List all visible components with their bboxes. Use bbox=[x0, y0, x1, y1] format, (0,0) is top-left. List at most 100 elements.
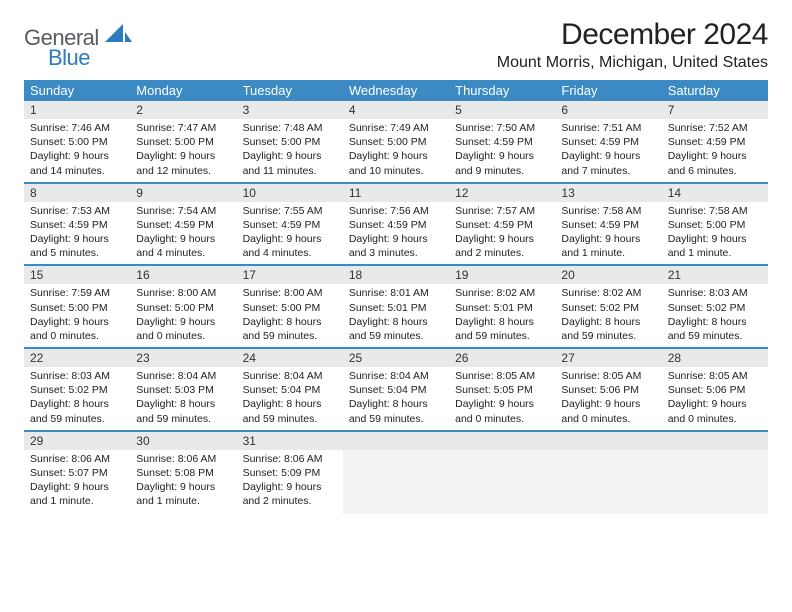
sunrise-text: Sunrise: 7:53 AM bbox=[30, 204, 124, 218]
daynum-cell: 9 bbox=[130, 183, 236, 202]
daylight-text: Daylight: 9 hours and 4 minutes. bbox=[243, 232, 337, 260]
sunset-text: Sunset: 5:00 PM bbox=[30, 301, 124, 315]
day-cell: Sunrise: 8:04 AMSunset: 5:04 PMDaylight:… bbox=[343, 367, 449, 431]
day-cell: Sunrise: 8:05 AMSunset: 5:06 PMDaylight:… bbox=[555, 367, 661, 431]
day-content: Sunrise: 8:06 AMSunset: 5:09 PMDaylight:… bbox=[237, 450, 343, 513]
sunset-text: Sunset: 5:07 PM bbox=[30, 466, 124, 480]
day-cell: Sunrise: 8:02 AMSunset: 5:01 PMDaylight:… bbox=[449, 284, 555, 348]
day-cell: Sunrise: 8:06 AMSunset: 5:09 PMDaylight:… bbox=[237, 450, 343, 514]
day-number: 15 bbox=[24, 266, 130, 284]
day-cell: Sunrise: 7:58 AMSunset: 5:00 PMDaylight:… bbox=[662, 202, 768, 266]
day-content: Sunrise: 8:04 AMSunset: 5:04 PMDaylight:… bbox=[343, 367, 449, 430]
day-number: 27 bbox=[555, 349, 661, 367]
day-number bbox=[662, 432, 768, 436]
sunset-text: Sunset: 4:59 PM bbox=[668, 135, 762, 149]
day-number: 2 bbox=[130, 101, 236, 119]
sunset-text: Sunset: 5:09 PM bbox=[243, 466, 337, 480]
sunset-text: Sunset: 5:00 PM bbox=[136, 301, 230, 315]
sunrise-text: Sunrise: 8:06 AM bbox=[30, 452, 124, 466]
logo: General Blue bbox=[24, 24, 133, 51]
day-number bbox=[343, 432, 449, 436]
day-content: Sunrise: 7:49 AMSunset: 5:00 PMDaylight:… bbox=[343, 119, 449, 182]
daynum-cell: 29 bbox=[24, 431, 130, 450]
day-number: 14 bbox=[662, 184, 768, 202]
content-row: Sunrise: 8:06 AMSunset: 5:07 PMDaylight:… bbox=[24, 450, 768, 514]
day-number: 28 bbox=[662, 349, 768, 367]
daynum-cell: 24 bbox=[237, 348, 343, 367]
sunrise-text: Sunrise: 8:02 AM bbox=[561, 286, 655, 300]
day-number: 31 bbox=[237, 432, 343, 450]
calendar-page: General Blue December 2024 Mount Morris,… bbox=[0, 0, 792, 514]
daynum-row: 22232425262728 bbox=[24, 348, 768, 367]
daynum-cell: 15 bbox=[24, 265, 130, 284]
daynum-cell: 7 bbox=[662, 101, 768, 119]
sunrise-text: Sunrise: 7:57 AM bbox=[455, 204, 549, 218]
day-number: 11 bbox=[343, 184, 449, 202]
sunset-text: Sunset: 5:06 PM bbox=[561, 383, 655, 397]
day-cell: Sunrise: 7:54 AMSunset: 4:59 PMDaylight:… bbox=[130, 202, 236, 266]
day-content: Sunrise: 8:05 AMSunset: 5:05 PMDaylight:… bbox=[449, 367, 555, 430]
logo-sail-icon bbox=[105, 22, 133, 49]
month-title: December 2024 bbox=[497, 18, 768, 52]
day-content: Sunrise: 8:05 AMSunset: 5:06 PMDaylight:… bbox=[555, 367, 661, 430]
day-header: Monday bbox=[130, 80, 236, 101]
day-number: 26 bbox=[449, 349, 555, 367]
day-cell: Sunrise: 8:00 AMSunset: 5:00 PMDaylight:… bbox=[237, 284, 343, 348]
daynum-cell: 31 bbox=[237, 431, 343, 450]
sunrise-text: Sunrise: 7:46 AM bbox=[30, 121, 124, 135]
day-content: Sunrise: 7:47 AMSunset: 5:00 PMDaylight:… bbox=[130, 119, 236, 182]
day-cell: Sunrise: 7:56 AMSunset: 4:59 PMDaylight:… bbox=[343, 202, 449, 266]
sunrise-text: Sunrise: 7:49 AM bbox=[349, 121, 443, 135]
daynum-cell bbox=[343, 431, 449, 450]
daylight-text: Daylight: 9 hours and 0 minutes. bbox=[30, 315, 124, 343]
daynum-cell: 13 bbox=[555, 183, 661, 202]
daylight-text: Daylight: 9 hours and 0 minutes. bbox=[455, 397, 549, 425]
day-number: 17 bbox=[237, 266, 343, 284]
content-row: Sunrise: 7:59 AMSunset: 5:00 PMDaylight:… bbox=[24, 284, 768, 348]
daylight-text: Daylight: 9 hours and 14 minutes. bbox=[30, 149, 124, 177]
daylight-text: Daylight: 9 hours and 9 minutes. bbox=[455, 149, 549, 177]
sunrise-text: Sunrise: 7:48 AM bbox=[243, 121, 337, 135]
day-header: Tuesday bbox=[237, 80, 343, 101]
day-cell: Sunrise: 7:52 AMSunset: 4:59 PMDaylight:… bbox=[662, 119, 768, 183]
sunset-text: Sunset: 4:59 PM bbox=[561, 135, 655, 149]
day-content: Sunrise: 7:55 AMSunset: 4:59 PMDaylight:… bbox=[237, 202, 343, 265]
day-number: 1 bbox=[24, 101, 130, 119]
sunset-text: Sunset: 5:00 PM bbox=[243, 301, 337, 315]
daylight-text: Daylight: 9 hours and 1 minute. bbox=[30, 480, 124, 508]
daynum-cell: 30 bbox=[130, 431, 236, 450]
day-number bbox=[555, 432, 661, 436]
daylight-text: Daylight: 9 hours and 7 minutes. bbox=[561, 149, 655, 177]
day-number: 30 bbox=[130, 432, 236, 450]
sunset-text: Sunset: 5:02 PM bbox=[561, 301, 655, 315]
day-number: 9 bbox=[130, 184, 236, 202]
sunset-text: Sunset: 5:08 PM bbox=[136, 466, 230, 480]
sunset-text: Sunset: 5:04 PM bbox=[243, 383, 337, 397]
day-content: Sunrise: 8:04 AMSunset: 5:03 PMDaylight:… bbox=[130, 367, 236, 430]
day-cell: Sunrise: 8:05 AMSunset: 5:06 PMDaylight:… bbox=[662, 367, 768, 431]
sunrise-text: Sunrise: 7:54 AM bbox=[136, 204, 230, 218]
day-content: Sunrise: 7:58 AMSunset: 5:00 PMDaylight:… bbox=[662, 202, 768, 265]
sunrise-text: Sunrise: 8:06 AM bbox=[243, 452, 337, 466]
day-number: 10 bbox=[237, 184, 343, 202]
day-content: Sunrise: 8:05 AMSunset: 5:06 PMDaylight:… bbox=[662, 367, 768, 430]
day-content: Sunrise: 8:06 AMSunset: 5:07 PMDaylight:… bbox=[24, 450, 130, 513]
daylight-text: Daylight: 9 hours and 5 minutes. bbox=[30, 232, 124, 260]
sunset-text: Sunset: 5:01 PM bbox=[455, 301, 549, 315]
day-header: Saturday bbox=[662, 80, 768, 101]
sunrise-text: Sunrise: 8:02 AM bbox=[455, 286, 549, 300]
day-content: Sunrise: 7:51 AMSunset: 4:59 PMDaylight:… bbox=[555, 119, 661, 182]
daylight-text: Daylight: 9 hours and 4 minutes. bbox=[136, 232, 230, 260]
day-number: 7 bbox=[662, 101, 768, 119]
sunrise-text: Sunrise: 8:03 AM bbox=[668, 286, 762, 300]
day-cell bbox=[343, 450, 449, 514]
daylight-text: Daylight: 9 hours and 1 minute. bbox=[136, 480, 230, 508]
daynum-cell: 22 bbox=[24, 348, 130, 367]
day-cell: Sunrise: 8:03 AMSunset: 5:02 PMDaylight:… bbox=[662, 284, 768, 348]
sunset-text: Sunset: 5:00 PM bbox=[136, 135, 230, 149]
day-content: Sunrise: 8:00 AMSunset: 5:00 PMDaylight:… bbox=[130, 284, 236, 347]
daynum-row: 15161718192021 bbox=[24, 265, 768, 284]
day-cell: Sunrise: 8:04 AMSunset: 5:04 PMDaylight:… bbox=[237, 367, 343, 431]
daynum-cell: 10 bbox=[237, 183, 343, 202]
daylight-text: Daylight: 9 hours and 1 minute. bbox=[561, 232, 655, 260]
